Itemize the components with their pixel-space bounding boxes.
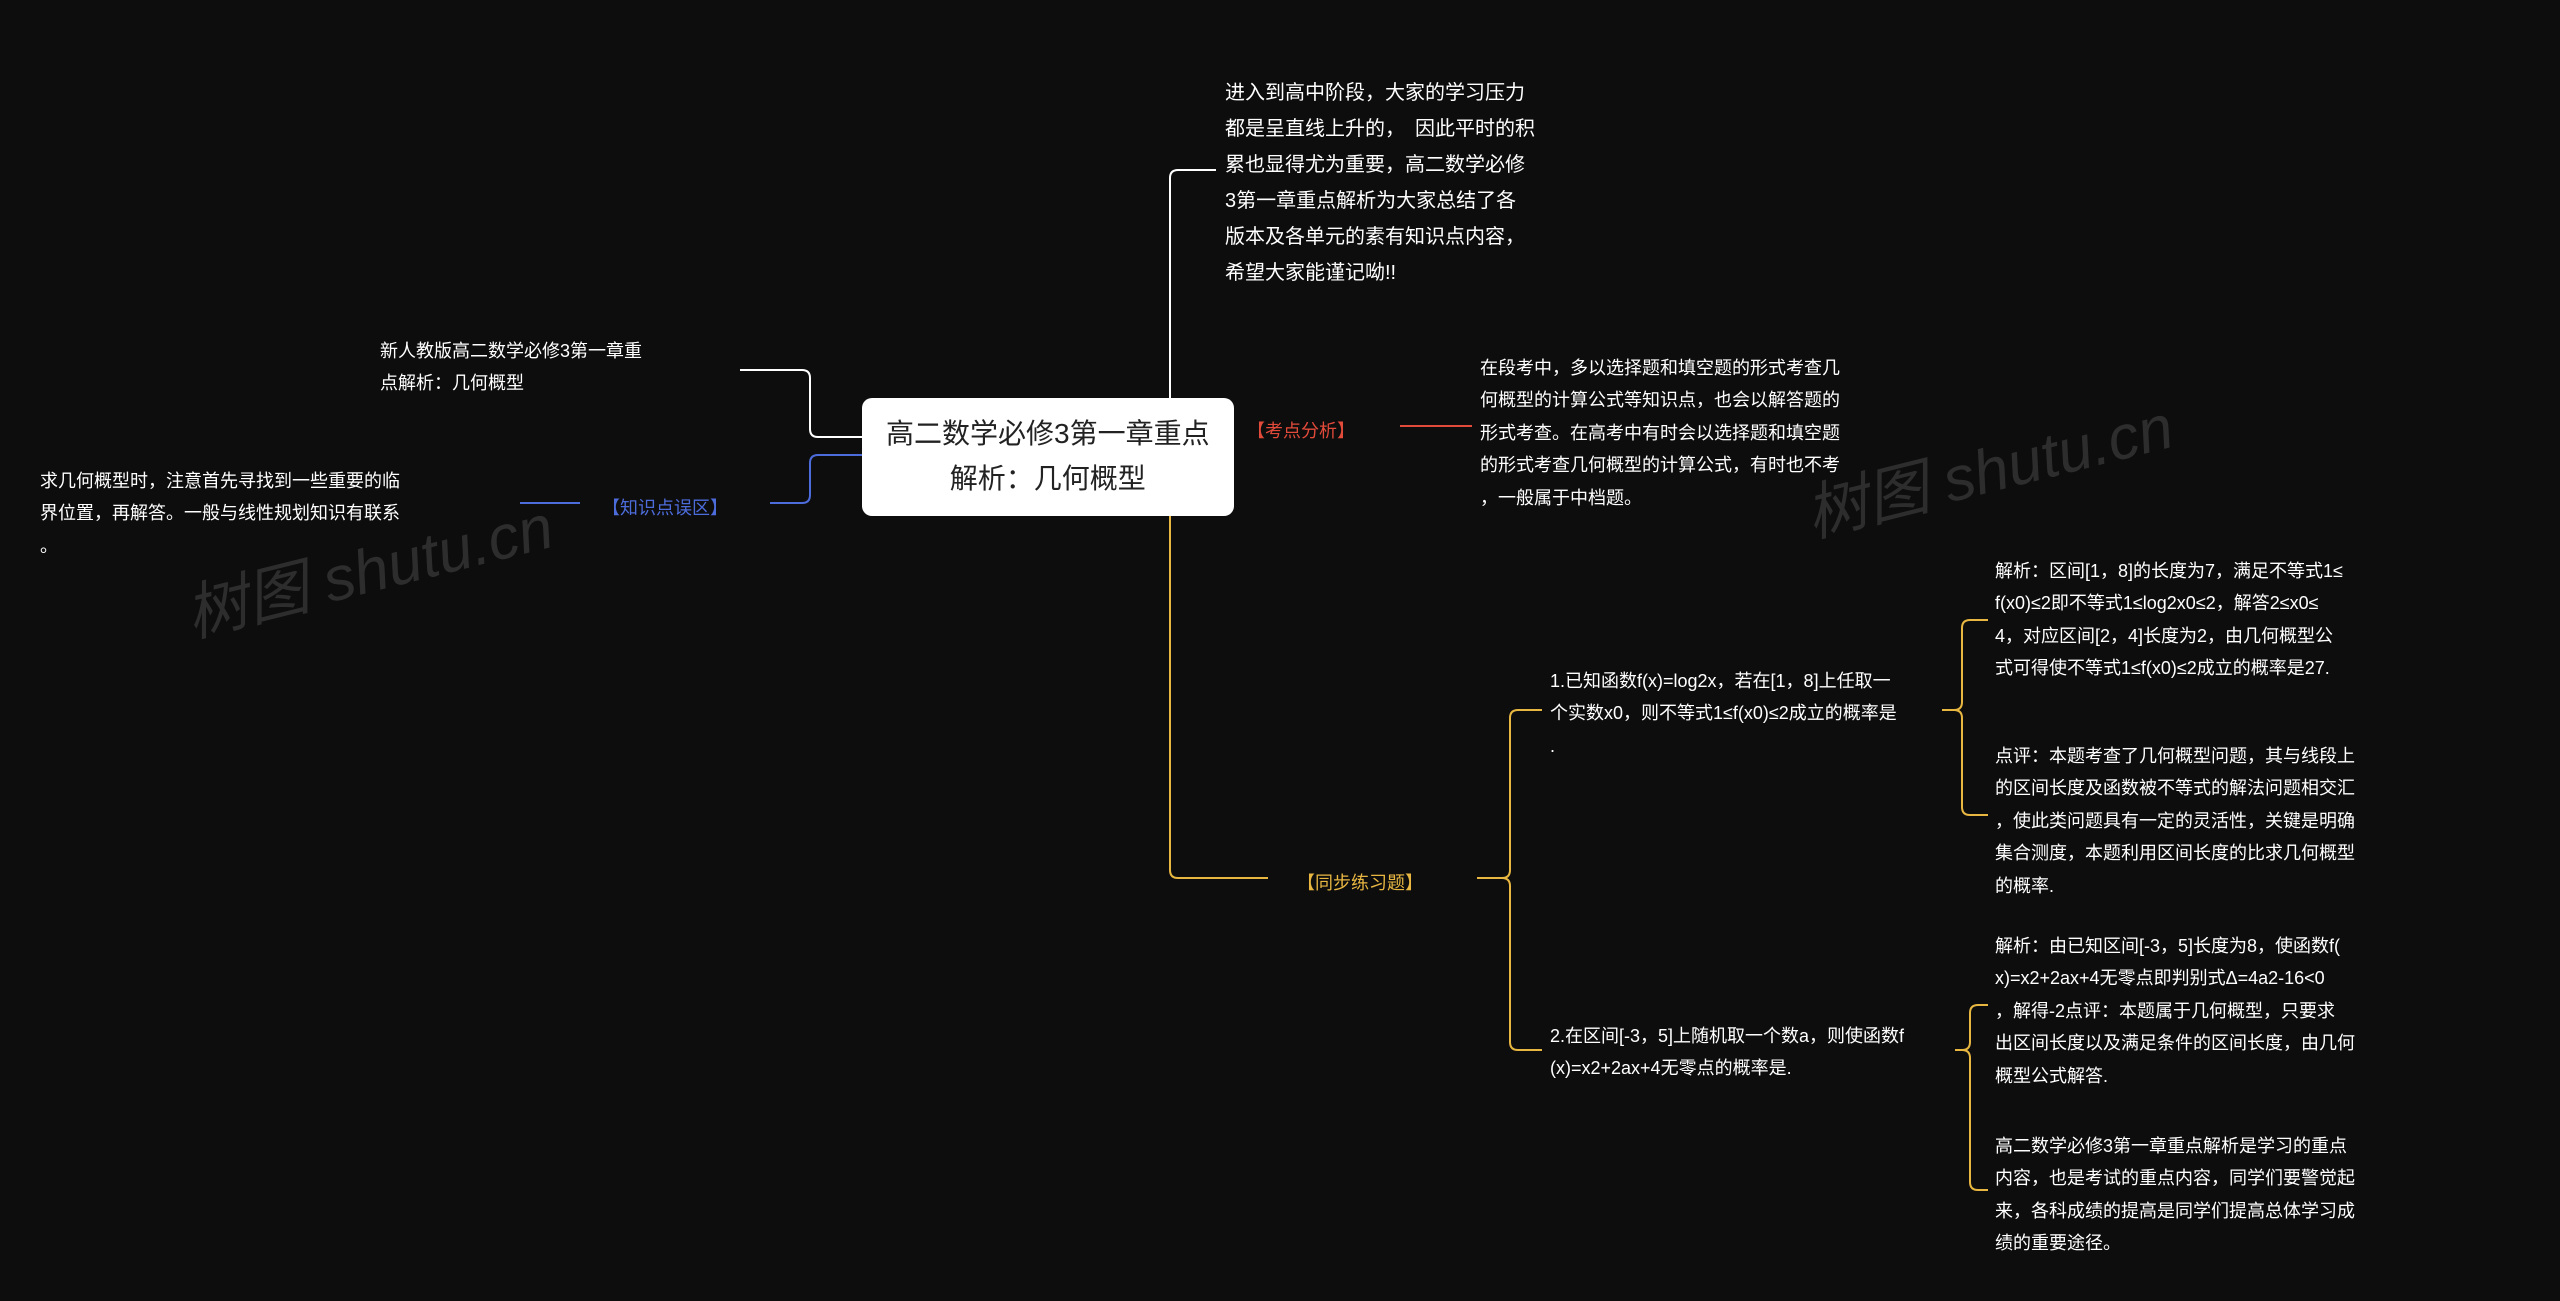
- exercises-header: 【同步练习题】: [1275, 855, 1445, 911]
- q2-comment: 高二数学必修3第一章重点解析是学习的重点内容，也是考试的重点内容，同学们要警觉起…: [1995, 1130, 2355, 1260]
- watermark: 树图 shutu.cn: [1795, 376, 2181, 554]
- exam-points-header: 【考点分析】: [1225, 403, 1377, 459]
- center-node: 高二数学必修3第一章重点解析：几何概型: [862, 398, 1234, 516]
- knowledge-mistake-header: 【知识点误区】: [580, 480, 750, 536]
- q2-answer: 解析：由已知区间[-3，5]长度为8，使函数f(x)=x2+2ax+4无零点即判…: [1995, 930, 2355, 1092]
- q1-text: 1.已知函数f(x)=log2x，若在[1，8]上任取一个实数x0，则不等式1≤…: [1550, 665, 1897, 762]
- q1-comment: 点评：本题考查了几何概型问题，其与线段上的区间长度及函数被不等式的解法问题相交汇…: [1995, 740, 2355, 902]
- q1-answer: 解析：区间[1，8]的长度为7，满足不等式1≤f(x0)≤2即不等式1≤log2…: [1995, 555, 2343, 685]
- q2-text: 2.在区间[-3，5]上随机取一个数a，则使函数f(x)=x2+2ax+4无零点…: [1550, 1020, 1904, 1085]
- knowledge-mistake-text: 求几何概型时，注意首先寻找到一些重要的临界位置，再解答。一般与线性规划知识有联系…: [40, 465, 400, 562]
- intro-text: 进入到高中阶段，大家的学习压力都是呈直线上升的， 因此平时的积累也显得尤为重要，…: [1225, 75, 1535, 291]
- left-top-text: 新人教版高二数学必修3第一章重点解析：几何概型: [380, 335, 642, 400]
- exam-points-text: 在段考中，多以选择题和填空题的形式考查几何概型的计算公式等知识点，也会以解答题的…: [1480, 352, 1840, 514]
